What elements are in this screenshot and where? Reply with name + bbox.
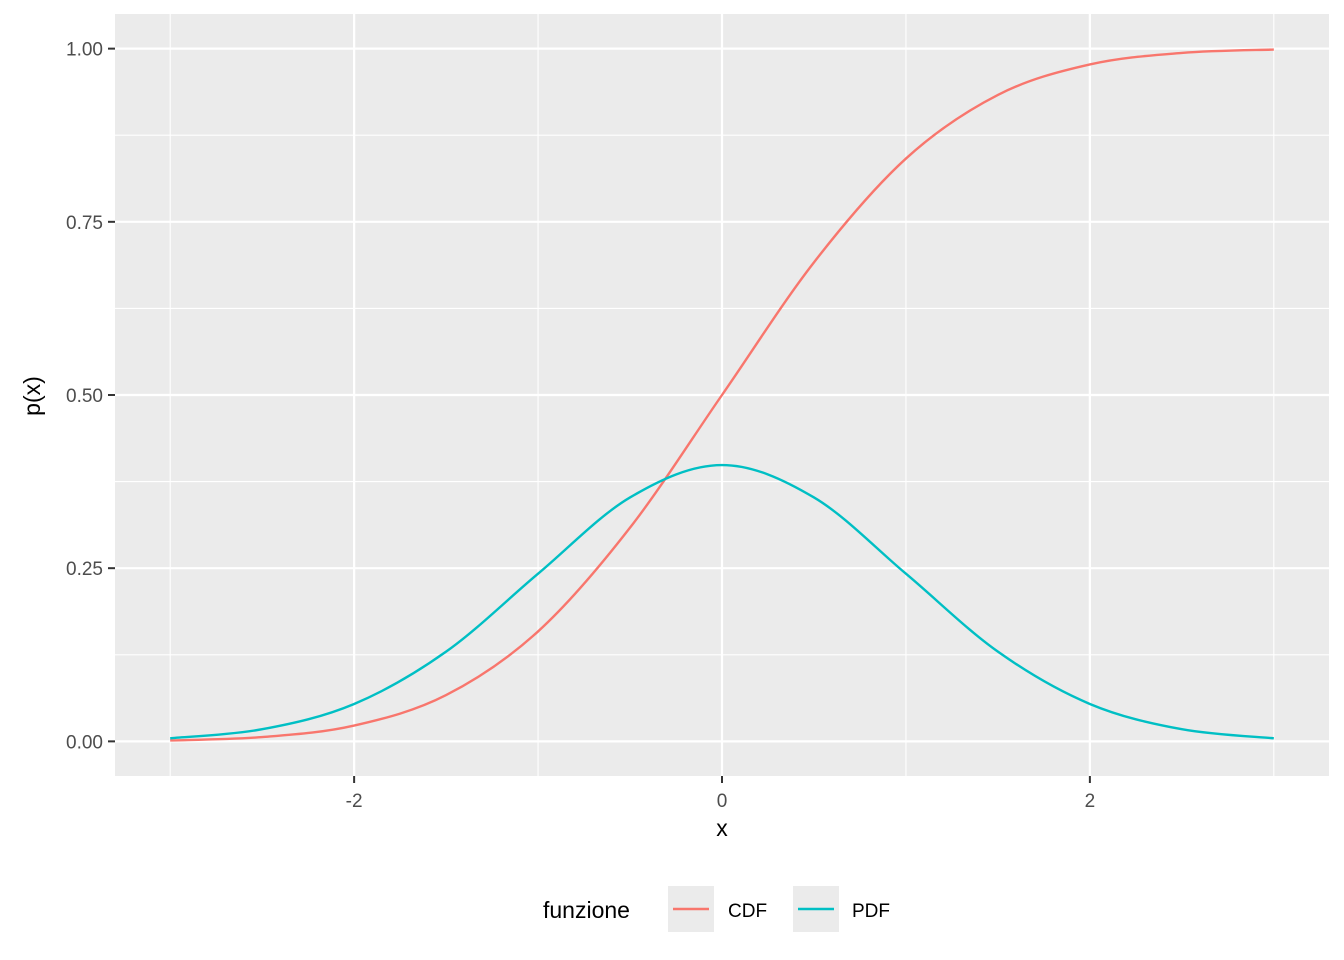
y-tick-label: 0.25 [66, 559, 103, 580]
y-tick-label: 0.75 [66, 213, 103, 234]
y-axis-title: p(x) [19, 376, 45, 416]
y-tick-label: 0.00 [66, 732, 103, 753]
series-line-cdf [170, 48, 1274, 742]
legend-label-cdf: CDF [728, 901, 767, 922]
series-line-pdf [170, 463, 1274, 740]
y-tick-label: 1.00 [66, 40, 103, 61]
x-tick-label: 2 [1085, 791, 1096, 812]
y-axis: 0.00 0.25 0.50 0.75 1.00 [66, 40, 115, 753]
x-tick-label: -2 [346, 791, 363, 812]
legend: funzione CDF PDF [543, 886, 890, 932]
legend-label-pdf: PDF [852, 901, 890, 922]
x-axis: -2 0 2 [346, 776, 1095, 812]
legend-title: funzione [543, 897, 630, 923]
x-tick-label: 0 [717, 791, 728, 812]
y-tick-label: 0.50 [66, 386, 103, 407]
series-layer [170, 48, 1274, 742]
x-axis-title: x [716, 815, 728, 841]
